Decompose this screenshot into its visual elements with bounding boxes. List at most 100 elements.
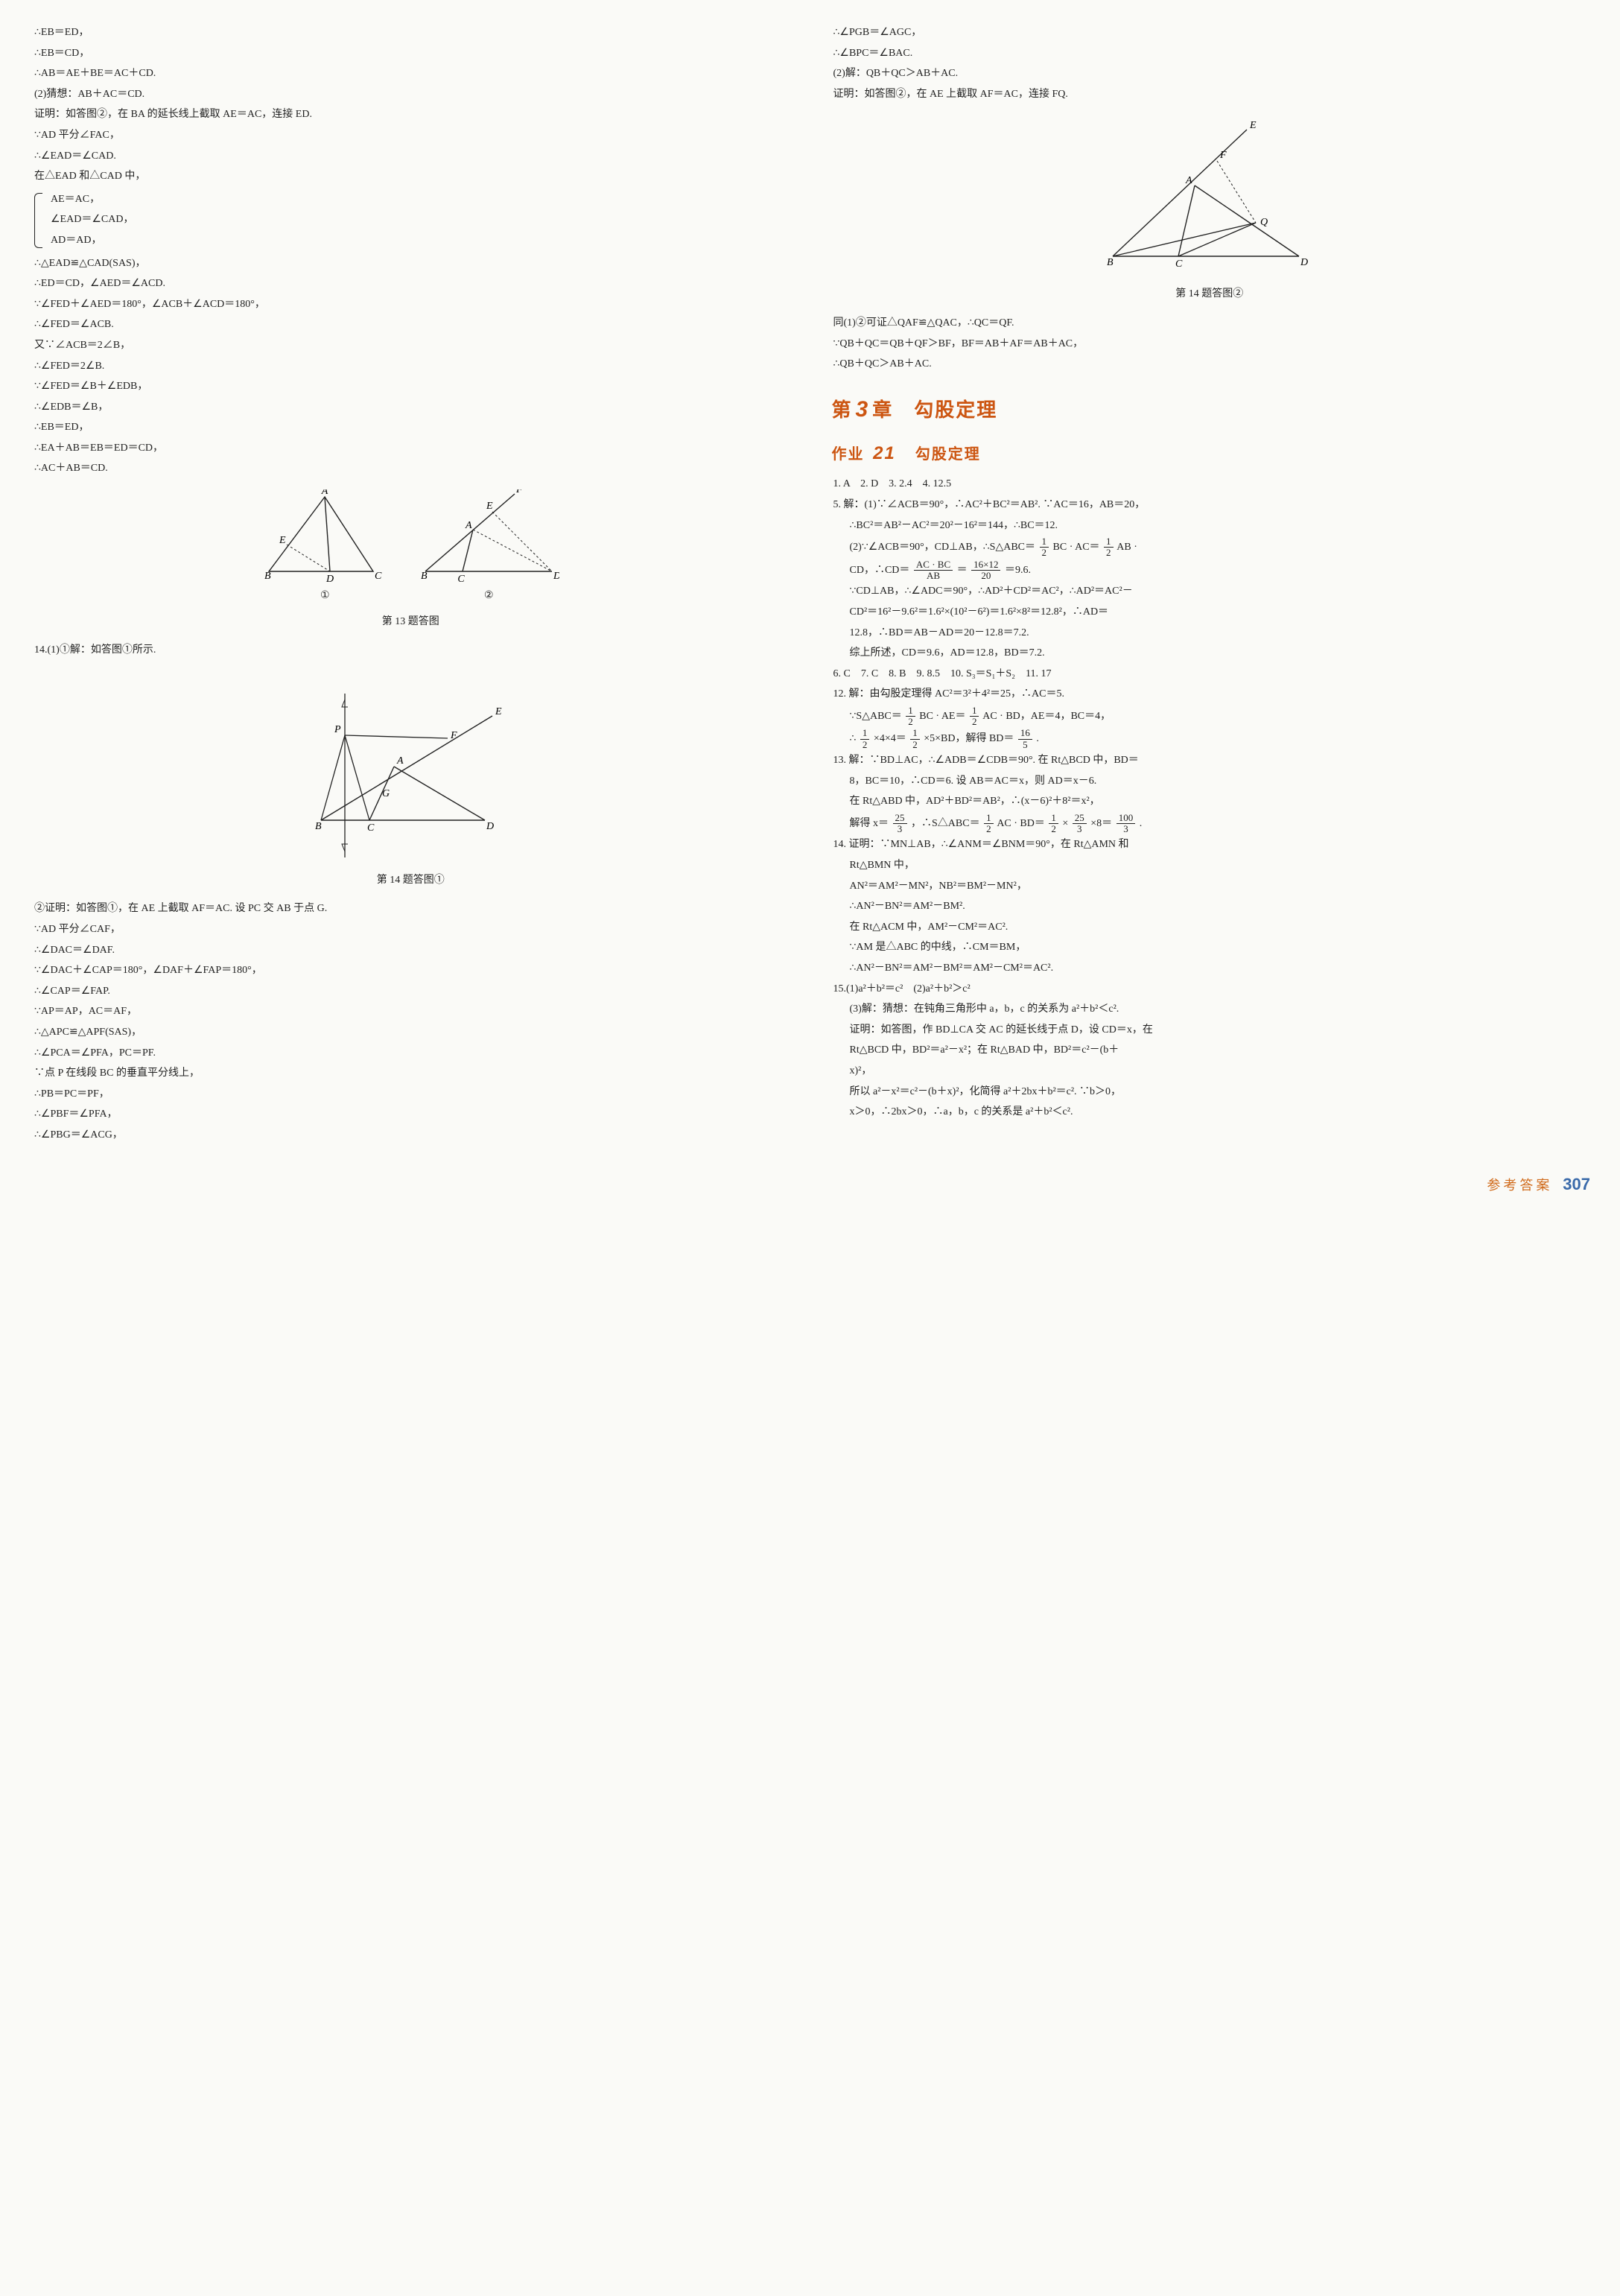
text-line: Rt△BCD 中，BD²＝a²－x²；在 Rt△BAD 中，BD²＝c²－(b＋: [829, 1041, 1591, 1061]
figure-13-2: B C D A E F ②: [418, 489, 559, 606]
svg-text:C: C: [1175, 259, 1183, 270]
figure-sub-label: ②: [484, 586, 494, 606]
svg-text:A: A: [1185, 175, 1192, 186]
figure-caption: 第 14 题答图②: [829, 285, 1591, 305]
geometry-diagram-icon: B C D A E F Q: [1098, 115, 1321, 279]
figure-caption: 第 14 题答图①: [30, 871, 792, 891]
text-span: BC · AC＝: [1053, 542, 1100, 553]
svg-text:D: D: [1300, 257, 1308, 268]
text-span: ＝: [957, 565, 968, 576]
text-span: ，∴S△ABC＝: [911, 818, 980, 829]
text-line: ∴∠PCA＝∠PFA，PC＝PF.: [30, 1044, 792, 1064]
text-line: ∵AP＝AP，AC＝AF，: [30, 1002, 792, 1022]
text-line: ∴∠EAD＝∠CAD.: [30, 147, 792, 167]
text-line: ∴EB＝ED，: [30, 418, 792, 438]
text-line: ∴EB＝ED，: [30, 23, 792, 43]
fraction: 12: [1104, 536, 1114, 559]
svg-text:D: D: [553, 571, 559, 582]
text-line: ∴ED＝CD，∠AED＝∠ACD.: [30, 274, 792, 294]
text-line: (2)猜想：AB＋AC＝CD.: [30, 85, 792, 105]
svg-text:P: P: [334, 724, 341, 735]
text-line: ∵AD 平分∠FAC，: [30, 126, 792, 146]
geometry-diagram-icon: B C D A E F P G: [299, 671, 522, 865]
text-line: 在 Rt△ABD 中，AD²＋BD²＝AB²，∴(x－6)²＋8²＝x²，: [829, 792, 1591, 812]
text-line: ∴∠PGB＝∠AGC，: [829, 23, 1591, 43]
fraction: 12: [1049, 813, 1058, 835]
fraction: 253: [893, 813, 907, 835]
svg-text:F: F: [450, 730, 457, 741]
page-number: 307: [1563, 1175, 1590, 1193]
svg-text:E: E: [279, 535, 286, 546]
text-span: ×4×4＝: [874, 733, 906, 744]
text-span: AB ·: [1116, 542, 1137, 553]
page-body: ∴EB＝ED， ∴EB＝CD， ∴AB＝AE＋BE＝AC＋CD. (2)猜想：A…: [30, 22, 1590, 1147]
text-line: 5. 解：(1)∵∠ACB＝90°，∴AC²＋BC²＝AB². ∵AC＝16，A…: [829, 495, 1591, 516]
fraction: 16×1220: [971, 559, 1000, 582]
left-column: ∴EB＝ED， ∴EB＝CD， ∴AB＝AE＋BE＝AC＋CD. (2)猜想：A…: [30, 22, 792, 1147]
svg-text:B: B: [421, 571, 428, 582]
fraction: 1003: [1116, 813, 1136, 835]
text-line: ∵点 P 在线段 BC 的垂直平分线上，: [30, 1064, 792, 1084]
text-span: AC · BD，AE＝4，BC＝4，: [982, 711, 1111, 722]
svg-text:B: B: [315, 821, 322, 832]
text-line: 综上所述，CD＝9.6，AD＝12.8，BD＝7.2.: [829, 644, 1591, 664]
text-span: ×8＝: [1090, 818, 1112, 829]
text-line: ∵CD⊥AB，∴∠ADC＝90°，∴AD²＋CD²＝AC²，∴AD²＝AC²－: [829, 582, 1591, 602]
svg-text:A: A: [321, 489, 328, 497]
text-line: ∴AC＋AB＝CD.: [30, 459, 792, 479]
text-span: AC · BD＝: [997, 818, 1045, 829]
figure-13-row: A B C D E ① B C D A: [30, 489, 792, 606]
text-line: ∵AD 平分∠CAF，: [30, 920, 792, 940]
svg-text:A: A: [396, 755, 404, 767]
text-line: (2)解：QB＋QC＞AB＋AC.: [829, 64, 1591, 84]
text-line: 又∵∠ACB＝2∠B，: [30, 336, 792, 356]
text-line: ∵∠FED＋∠AED＝180°，∠ACB＋∠ACD＝180°，: [30, 295, 792, 315]
svg-text:A: A: [465, 520, 472, 531]
text-line: ∴△APC≌△APF(SAS)，: [30, 1023, 792, 1043]
text-line: ∴AN²－BN²＝AM²－BM².: [829, 897, 1591, 917]
fraction: 253: [1073, 813, 1087, 835]
svg-text:C: C: [367, 822, 375, 834]
text-line: 12.8，∴BD＝AB－AD＝20－12.8＝7.2.: [829, 624, 1591, 644]
section-heading: 作业 21 勾股定理: [832, 437, 1591, 471]
text-line: ∴∠FED＝2∠B.: [30, 357, 792, 377]
answer-row: 1. A 2. D 3. 2.4 4. 12.5: [829, 475, 1591, 495]
figure-14-1: B C D A E F P G: [299, 671, 522, 865]
fraction: 12: [1040, 536, 1049, 559]
text-span: .: [1140, 818, 1143, 829]
text-line: Rt△BMN 中，: [829, 856, 1591, 876]
text-span: 解得 x＝: [850, 818, 889, 829]
right-column: ∴∠PGB＝∠AGC， ∴∠BPC＝∠BAC. (2)解：QB＋QC＞AB＋AC…: [829, 22, 1591, 1147]
svg-text:Q: Q: [1260, 217, 1268, 228]
figure-14-1-row: B C D A E F P G: [30, 671, 792, 865]
text-line: AD＝AD，: [46, 231, 792, 251]
text-line: ∴∠DAC＝∠DAF.: [30, 941, 792, 961]
fraction: 165: [1018, 728, 1032, 750]
text-line: ∴ 12 ×4×4＝ 12 ×5×BD，解得 BD＝ 165 .: [829, 728, 1591, 750]
svg-text:C: C: [375, 571, 382, 582]
svg-text:F: F: [515, 489, 523, 495]
text-line: ∵S△ABC＝ 12 BC · AE＝ 12 AC · BD，AE＝4，BC＝4…: [829, 705, 1591, 728]
text-line: 在△EAD 和△CAD 中，: [30, 167, 792, 187]
text-line: x＞0，∴2bx＞0，∴a，b，c 的关系是 a²＋b²＜c².: [829, 1103, 1591, 1123]
text-line: ∴QB＋QC＞AB＋AC.: [829, 355, 1591, 375]
text-line: ∵AM 是△ABC 的中线，∴CM＝BM，: [829, 938, 1591, 958]
text-line: ∴△EAD≌△CAD(SAS)，: [30, 254, 792, 274]
svg-text:B: B: [1107, 257, 1114, 268]
fraction: 12: [906, 705, 915, 728]
page-footer: 参考答案 307: [30, 1169, 1590, 1200]
text-line: ∴∠EDB＝∠B，: [30, 398, 792, 418]
svg-text:D: D: [486, 821, 494, 832]
text-line: ②证明：如答图①，在 AE 上截取 AF＝AC. 设 PC 交 AB 于点 G.: [30, 899, 792, 919]
text-line: ∴∠PBF＝∠PFA，: [30, 1105, 792, 1125]
answer-row: 6. C 7. C 8. B 9. 8.5 10. S₃＝S₁＋S₂ 11. 1…: [829, 665, 1591, 685]
text-line: 在 Rt△ACM 中，AM²－CM²＝AC².: [829, 918, 1591, 938]
text-line: 14.(1)①解：如答图①所示.: [30, 641, 792, 661]
text-line: AE＝AC，: [46, 190, 792, 210]
text-span: ∴: [850, 733, 859, 744]
text-line: ∴BC²＝AB²－AC²＝20²－16²＝144，∴BC＝12.: [829, 516, 1591, 536]
text-line: 13. 解：∵BD⊥AC，∴∠ADB＝∠CDB＝90°. 在 Rt△BCD 中，…: [829, 751, 1591, 771]
figure-14-2: B C D A E F Q: [1098, 115, 1321, 279]
figure-14-2-row: B C D A E F Q: [829, 115, 1591, 279]
text-span: ×5×BD，解得 BD＝: [924, 733, 1014, 744]
